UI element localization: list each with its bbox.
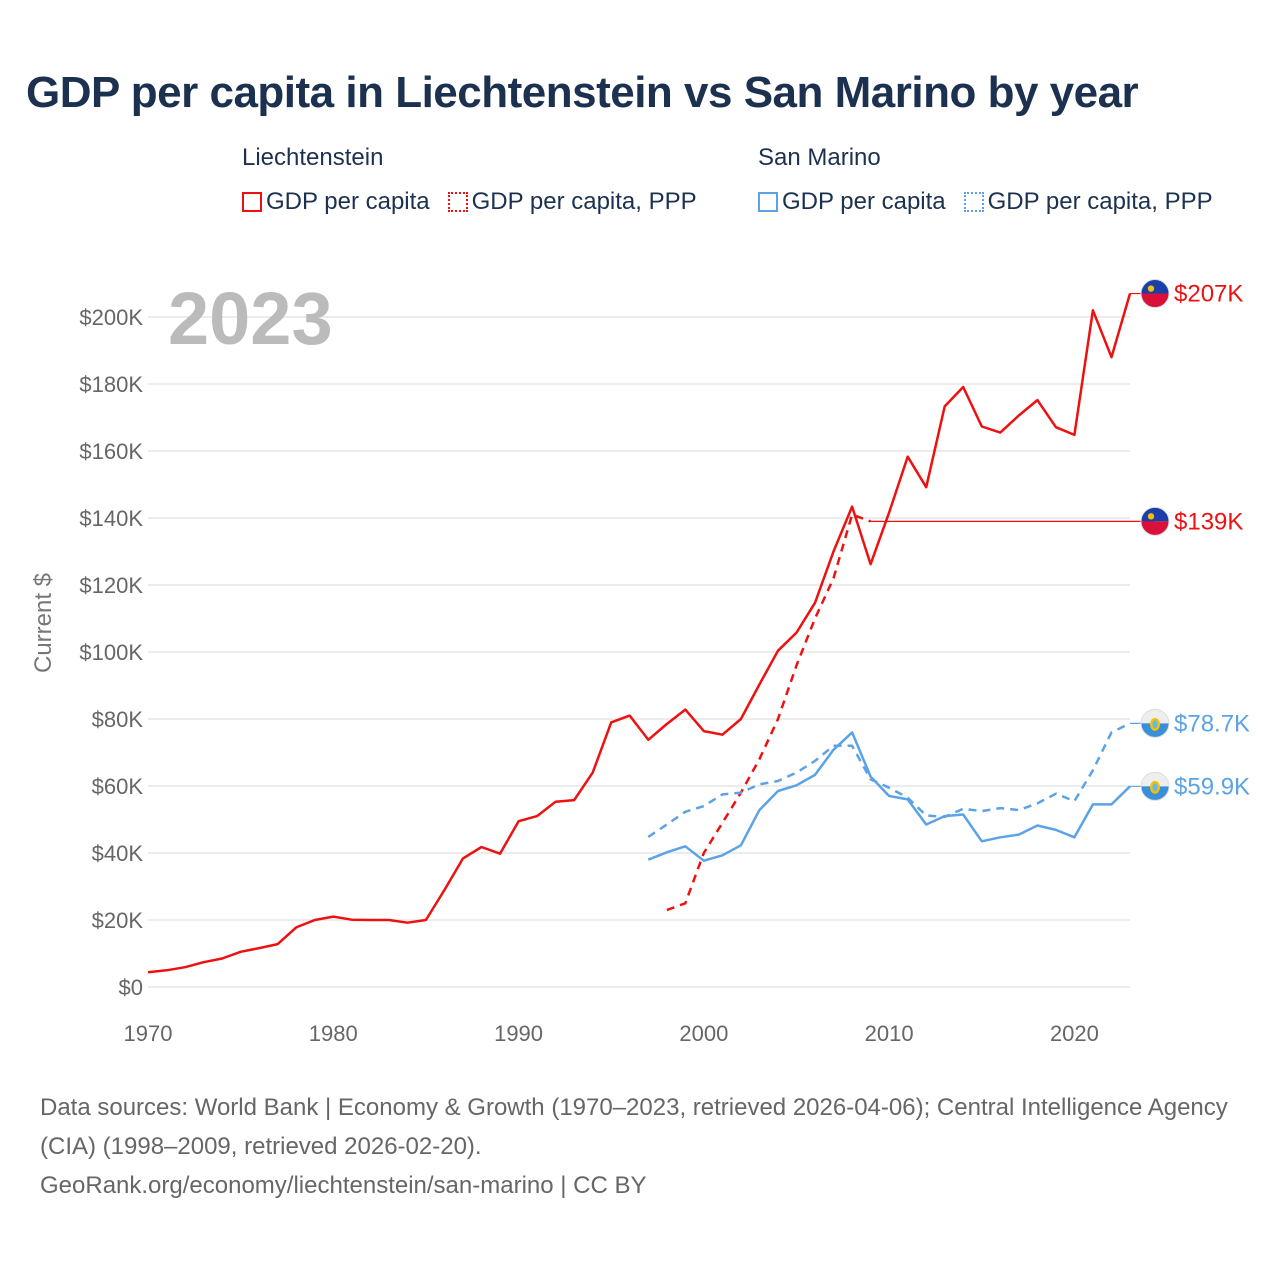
legend-item-liechtenstein-gdp[interactable]: GDP per capita: [242, 188, 430, 216]
legend-solid-swatch-icon: [758, 192, 778, 212]
series-end-label: $207K: [1174, 281, 1243, 308]
y-tick-label: $60K: [92, 774, 144, 799]
san-marino-flag-icon: [1140, 771, 1170, 801]
legend-item-label: GDP per capita: [266, 188, 430, 215]
y-tick-label: $40K: [92, 841, 144, 866]
x-tick-label: 2010: [865, 1021, 914, 1046]
x-tick-label: 1970: [124, 1021, 173, 1046]
y-tick-label: $100K: [79, 640, 143, 665]
series-end-label: $59.9K: [1174, 773, 1250, 800]
x-tick-label: 2000: [679, 1021, 728, 1046]
series-line: [147, 293, 1132, 974]
source-link[interactable]: GeoRank.org/economy/liechtenstein/san-ma…: [40, 1172, 647, 1199]
data-sources: Data sources: World Bank | Economy & Gro…: [40, 1094, 1228, 1160]
y-tick-label: $200K: [79, 305, 143, 330]
y-tick-label: $140K: [79, 506, 143, 531]
y-axis-title: Current $: [30, 573, 57, 673]
x-tick-label: 1980: [309, 1021, 358, 1046]
legend-san-marino: San Marino GDP per capita GDP per capita…: [758, 144, 1213, 216]
series-line: [647, 722, 1131, 838]
legend-item-label: GDP per capita, PPP: [471, 188, 697, 215]
legend-item-liechtenstein-gdp-ppp[interactable]: GDP per capita, PPP: [447, 188, 697, 216]
legend-solid-swatch-icon: [242, 192, 262, 212]
x-tick-label: 2020: [1050, 1021, 1099, 1046]
liechtenstein-flag-icon: [1140, 506, 1170, 536]
liechtenstein-flag-icon: [1140, 279, 1170, 309]
series-line: [647, 731, 1131, 862]
chart-title: GDP per capita in Liechtenstein vs San M…: [26, 68, 1139, 117]
series-end-label: $78.7K: [1174, 710, 1250, 737]
series-line: [666, 513, 872, 912]
year-watermark: 2023: [168, 277, 333, 360]
y-tick-label: $0: [119, 975, 143, 1000]
y-tick-label: $80K: [92, 707, 144, 732]
legend-item-label: GDP per capita: [782, 188, 946, 215]
legend-country-label: San Marino: [758, 144, 881, 171]
y-tick-label: $160K: [79, 439, 143, 464]
san-marino-flag-icon: [1140, 708, 1170, 738]
footer: Data sources: World Bank | Economy & Gro…: [40, 1088, 1240, 1205]
legend-dotted-swatch-icon: [963, 192, 984, 212]
legend-item-san-marino-gdp[interactable]: GDP per capita: [758, 188, 946, 216]
y-tick-label: $180K: [79, 372, 143, 397]
line-chart: $0 $20K $40K $60K $80K $100K $120K $140K $160K $1…: [30, 277, 1250, 1046]
x-tick-label: 1990: [494, 1021, 543, 1046]
y-tick-label: $120K: [79, 573, 143, 598]
legend-item-san-marino-gdp-ppp[interactable]: GDP per capita, PPP: [963, 188, 1213, 216]
legend-item-label: GDP per capita, PPP: [987, 188, 1213, 215]
y-tick-label: $20K: [92, 908, 144, 933]
legend-dotted-swatch-icon: [447, 192, 468, 212]
series-end-label: $139K: [1174, 508, 1243, 535]
legend-liechtenstein: Liechtenstein GDP per capita GDP per cap…: [242, 144, 697, 216]
legend-country-label: Liechtenstein: [242, 144, 384, 171]
